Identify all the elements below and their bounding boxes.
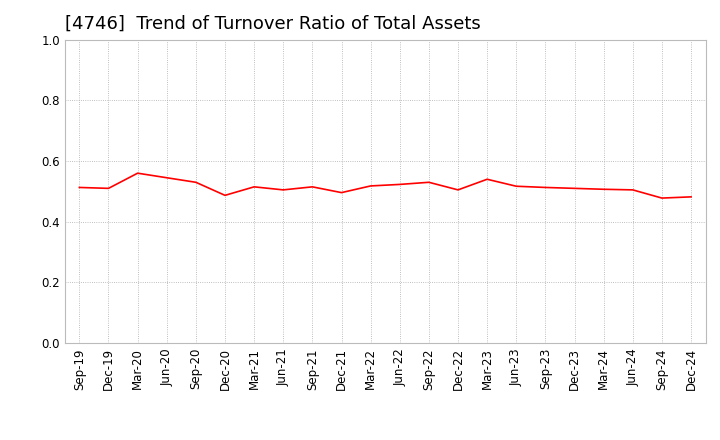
Text: [4746]  Trend of Turnover Ratio of Total Assets: [4746] Trend of Turnover Ratio of Total … — [65, 15, 480, 33]
